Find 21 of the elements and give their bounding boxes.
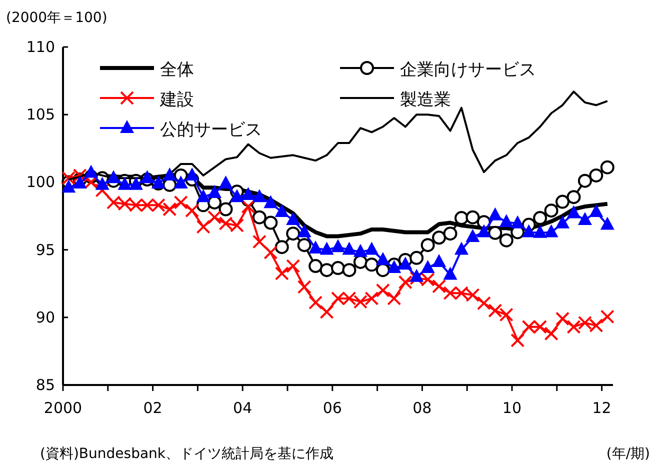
y-axis-title: (2000年＝100) [6, 10, 108, 26]
y-tick-label: 110 [26, 38, 55, 56]
y-tick-label: 85 [36, 376, 55, 394]
x-tick-label: 02 [143, 399, 162, 417]
legend-label: 製造業 [400, 90, 451, 110]
y-tick-label: 105 [26, 106, 55, 124]
legend-label: 全体 [160, 60, 194, 80]
x-axis-title: (年/期) [606, 446, 650, 462]
x-tick-label: 04 [233, 399, 252, 417]
legend-label: 公的サービス [160, 120, 262, 140]
text: (資料)Bundesbank、ドイツ統計局を基に作成 [40, 446, 334, 462]
x-tick-label: 10 [502, 399, 522, 417]
legend-label: 建設 [159, 90, 194, 110]
y-tick-label: 90 [36, 308, 55, 326]
y-tick-label: 100 [26, 173, 55, 192]
legend-label: 企業向けサービス [400, 60, 536, 80]
x-tick-label: 2000 [44, 399, 82, 417]
x-tick-label: 06 [322, 399, 342, 417]
y-tick-label: 95 [36, 240, 55, 259]
x-tick-label: 12 [592, 399, 612, 417]
x-tick-label: 08 [412, 399, 432, 417]
